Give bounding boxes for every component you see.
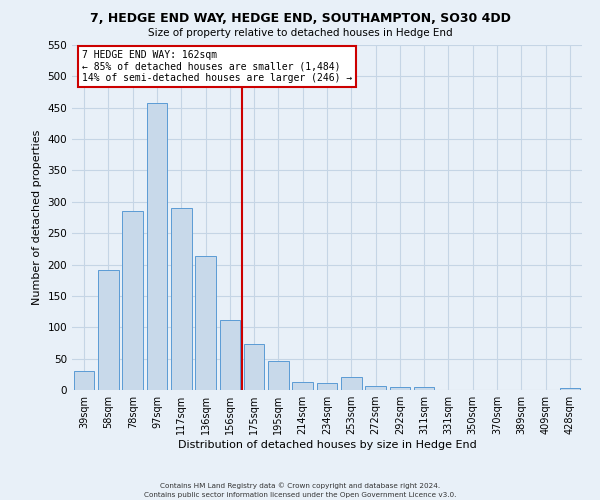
Bar [365, 386, 386, 390]
Bar [560, 388, 580, 390]
Bar [317, 383, 337, 390]
Text: Size of property relative to detached houses in Hedge End: Size of property relative to detached ho… [148, 28, 452, 38]
Text: 7 HEDGE END WAY: 162sqm
← 85% of detached houses are smaller (1,484)
14% of semi: 7 HEDGE END WAY: 162sqm ← 85% of detache… [82, 50, 352, 84]
X-axis label: Distribution of detached houses by size in Hedge End: Distribution of detached houses by size … [178, 440, 476, 450]
Bar [244, 344, 265, 390]
Text: Contains public sector information licensed under the Open Government Licence v3: Contains public sector information licen… [144, 492, 456, 498]
Text: 7, HEDGE END WAY, HEDGE END, SOUTHAMPTON, SO30 4DD: 7, HEDGE END WAY, HEDGE END, SOUTHAMPTON… [89, 12, 511, 26]
Bar [74, 370, 94, 390]
Bar [220, 320, 240, 390]
Bar [341, 377, 362, 390]
Bar [122, 211, 143, 390]
Bar [268, 361, 289, 390]
Bar [146, 102, 167, 390]
Bar [195, 256, 216, 390]
Bar [292, 382, 313, 390]
Bar [98, 270, 119, 390]
Y-axis label: Number of detached properties: Number of detached properties [32, 130, 42, 305]
Bar [389, 388, 410, 390]
Bar [414, 388, 434, 390]
Bar [171, 208, 191, 390]
Text: Contains HM Land Registry data © Crown copyright and database right 2024.: Contains HM Land Registry data © Crown c… [160, 482, 440, 489]
